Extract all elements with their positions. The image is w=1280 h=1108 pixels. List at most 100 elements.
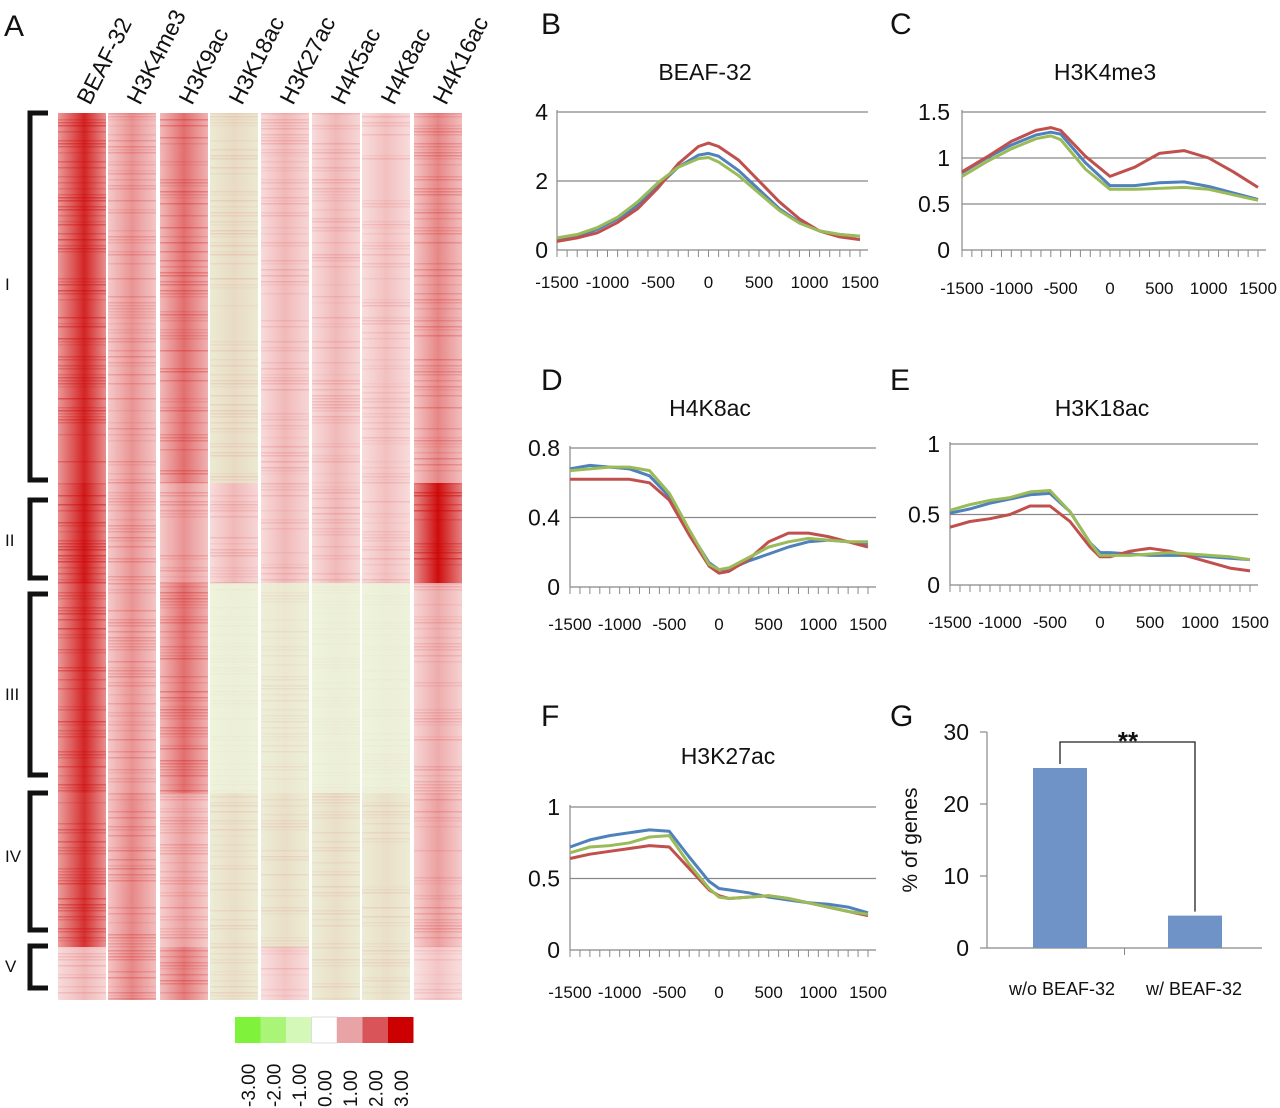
legend-tick-label: -2.00 [264,1064,285,1107]
heatmap-streak [414,895,462,897]
heatmap-streak [108,829,156,831]
heatmap-streak [210,670,258,672]
heatmap-streak [312,850,360,852]
heatmap-streak [414,718,462,720]
significance-label: ** [1118,726,1139,756]
heatmap-streak [210,953,258,955]
heatmap-streak [58,637,106,639]
heatmap-streak [160,251,208,253]
heatmap-streak [362,233,410,235]
heatmap-streak [160,730,208,732]
heatmap-streak [362,365,410,367]
heatmap-streak [312,688,360,690]
heatmap-streak [58,898,106,900]
heatmap-streak [261,284,309,286]
heatmap-streak [160,555,208,557]
heatmap-streak [210,986,258,988]
heatmap-streak [108,540,156,542]
heatmap-streak [362,245,410,247]
heatmap-streak [108,461,156,463]
heatmap-streak [261,275,309,277]
heatmap-streak [362,540,410,542]
heatmap-streak [312,531,360,533]
heatmap-streak [160,311,208,313]
heatmap-streak [160,185,208,187]
heatmap-streak [261,452,309,454]
heatmap-streak [312,374,360,376]
heatmap-streak [160,194,208,196]
series-line-blue [949,491,1251,562]
heatmap-streak [261,134,309,136]
heatmap-streak [58,910,106,912]
bar-with-beaf32 [1168,915,1222,948]
heatmap-block [108,583,156,793]
heatmap-streak [160,182,208,184]
legend-swatch [286,1017,312,1043]
heatmap-streak [58,823,106,825]
heatmap-green-tint [312,947,360,1000]
heatmap-streak [261,995,309,997]
heatmap-streak [414,464,462,466]
heatmap-streak [261,467,309,469]
x-tick-label: -500 [1033,613,1067,632]
heatmap-streak [108,149,156,151]
heatmap-streak [362,537,410,539]
heatmap-streak [210,607,258,609]
heatmap-streak [261,140,309,142]
heatmap-streak [312,218,360,220]
heatmap-streak [58,206,106,208]
heatmap-streak [160,290,208,292]
heatmap-streak [312,422,360,424]
heatmap-streak [210,646,258,648]
x-tick-label: 1000 [791,273,829,292]
heatmap-streak [210,974,258,976]
heatmap-streak [160,871,208,873]
heatmap-streak [312,443,360,445]
x-tick-label: -1000 [586,273,629,292]
heatmap-block [414,583,462,793]
heatmap-streak [362,889,410,891]
heatmap-streak [362,278,410,280]
heatmap-block [58,583,106,793]
heatmap-streak [160,862,208,864]
heatmap-streak [362,739,410,741]
heatmap-streak [414,116,462,118]
heatmap-streak [58,832,106,834]
heatmap-streak [108,134,156,136]
heatmap-streak [160,844,208,846]
heatmap-streak [362,986,410,988]
heatmap-streak [414,179,462,181]
heatmap-streak [414,775,462,777]
heatmap-streak [210,155,258,157]
heatmap-streak [261,564,309,566]
heatmap-streak [414,155,462,157]
heatmap-streak [160,582,208,584]
heatmap-streak [312,323,360,325]
heatmap-streak [414,308,462,310]
heatmap-streak [414,787,462,789]
heatmap-streak [312,947,360,949]
cluster-label-i: I [5,275,10,294]
heatmap-streak [58,959,106,961]
heatmap-streak [261,763,309,765]
heatmap-streak [414,604,462,606]
heatmap-streak [108,637,156,639]
heatmap-streak [312,227,360,229]
heatmap-streak [312,573,360,575]
heatmap-streak [414,946,462,948]
heatmap-streak [261,751,309,753]
heatmap-streak [261,179,309,181]
heatmap-streak [414,919,462,921]
heatmap-streak [108,778,156,780]
heatmap-streak [108,479,156,481]
heatmap-streak [261,649,309,651]
heatmap-streak [261,495,309,497]
heatmap-streak [362,200,410,202]
panel-a: A BEAF-32H3K4me3H3K9acH3K18acH3K27acH4K5… [4,5,493,1107]
heatmap-streak [160,293,208,295]
heatmap-streak [414,790,462,792]
heatmap-streak [414,739,462,741]
heatmap-streak [108,589,156,591]
heatmap-streak [108,311,156,313]
